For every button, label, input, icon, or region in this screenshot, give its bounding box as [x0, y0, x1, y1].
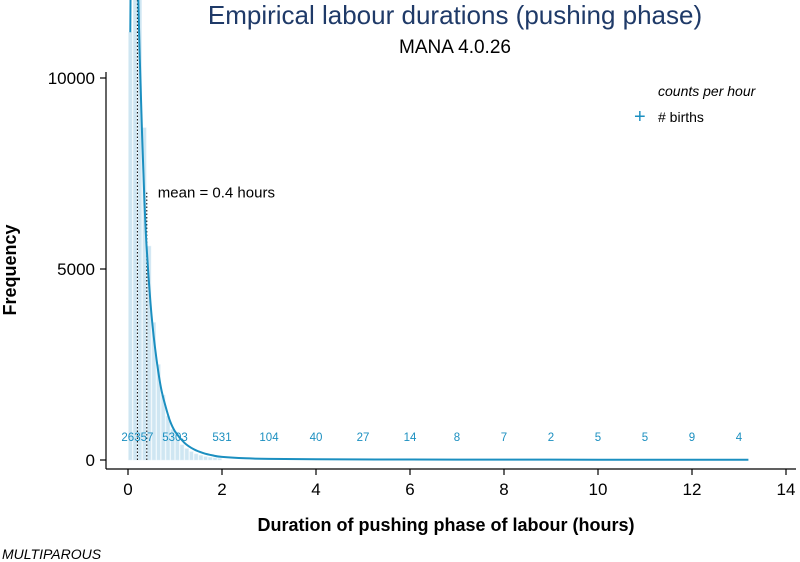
count-label-13: 9: [689, 432, 695, 444]
count-label-5: 40: [310, 432, 323, 444]
histogram-bar-18: [212, 457, 218, 461]
histogram-bar-9: [170, 429, 175, 461]
count-label-8: 8: [454, 432, 460, 444]
histogram-bar-14: [194, 453, 199, 461]
count-label-12: 5: [642, 432, 648, 444]
x-tick-label: 2: [217, 480, 226, 499]
histogram-bar-6: [156, 364, 161, 461]
histogram-bars: [128, 0, 222, 461]
x-axis-title: Duration of pushing phase of labour (hou…: [258, 515, 635, 535]
x-tick-label: 14: [777, 480, 796, 499]
legend-label-births: # births: [658, 109, 704, 125]
count-label-6: 27: [357, 432, 370, 444]
mean-label: mean = 0.4 hours: [158, 185, 275, 202]
density-curve-group: [129, 0, 749, 461]
chart-subtitle: MANA 4.0.26: [399, 37, 511, 58]
count-label-4: 104: [259, 432, 279, 444]
histogram-bar-5: [151, 322, 156, 461]
histogram-bar-3: [142, 127, 147, 461]
density-curve-line: [129, 0, 749, 461]
count-label-3: 531: [212, 432, 231, 444]
legend-marker-plus-icon: +: [634, 106, 646, 128]
multiparous-note: MULTIPAROUS: [2, 546, 102, 562]
count-label-2: 5303: [162, 432, 188, 444]
x-tick-label: 12: [683, 480, 702, 499]
x-tick-label: 4: [311, 480, 320, 499]
count-label-0: 26357: [121, 432, 153, 444]
x-ticks: 0 2 4 6 8 10 12 14: [123, 469, 795, 499]
histogram-bar-19: [217, 458, 222, 461]
histogram-bar-10: [175, 438, 180, 461]
histogram-bar-4: [147, 245, 152, 461]
y-ticks: 05000100001500020000: [48, 69, 106, 470]
histogram-bar-13: [189, 451, 194, 461]
y-tick-label: 5000: [57, 260, 95, 279]
x-tick-label: 0: [123, 480, 132, 499]
x-tick-label: 8: [499, 480, 508, 499]
histogram-bar-15: [198, 455, 203, 461]
count-label-9: 7: [501, 432, 507, 444]
y-tick-label: 10000: [48, 69, 95, 88]
histogram-bar-11: [179, 444, 185, 461]
histogram-bar-17: [208, 457, 213, 461]
counts-per-hour-labels: 26357 5303 531 104 40 27 14 8 7 2 5 5 9 4: [121, 432, 742, 444]
y-tick-label: 0: [86, 451, 95, 470]
x-tick-label: 6: [405, 480, 414, 499]
x-tick-label: 10: [589, 480, 608, 499]
histogram-bar-1: [132, 0, 138, 461]
legend-title: counts per hour: [658, 83, 757, 99]
count-label-7: 14: [404, 432, 417, 444]
legend: counts per hour + # births: [634, 83, 757, 128]
histogram-bar-16: [203, 456, 208, 461]
count-label-11: 5: [595, 432, 601, 444]
y-axis-title: Frequency: [0, 224, 20, 315]
histogram-bar-0: [128, 31, 133, 461]
count-label-10: 2: [548, 432, 554, 444]
histogram-bar-12: [184, 448, 189, 461]
count-label-14: 4: [736, 432, 743, 444]
reference-lines: median = 0.2 hoursmean = 0.4 hours: [136, 0, 275, 460]
chart-title: Empirical labour durations (pushing phas…: [208, 0, 702, 30]
